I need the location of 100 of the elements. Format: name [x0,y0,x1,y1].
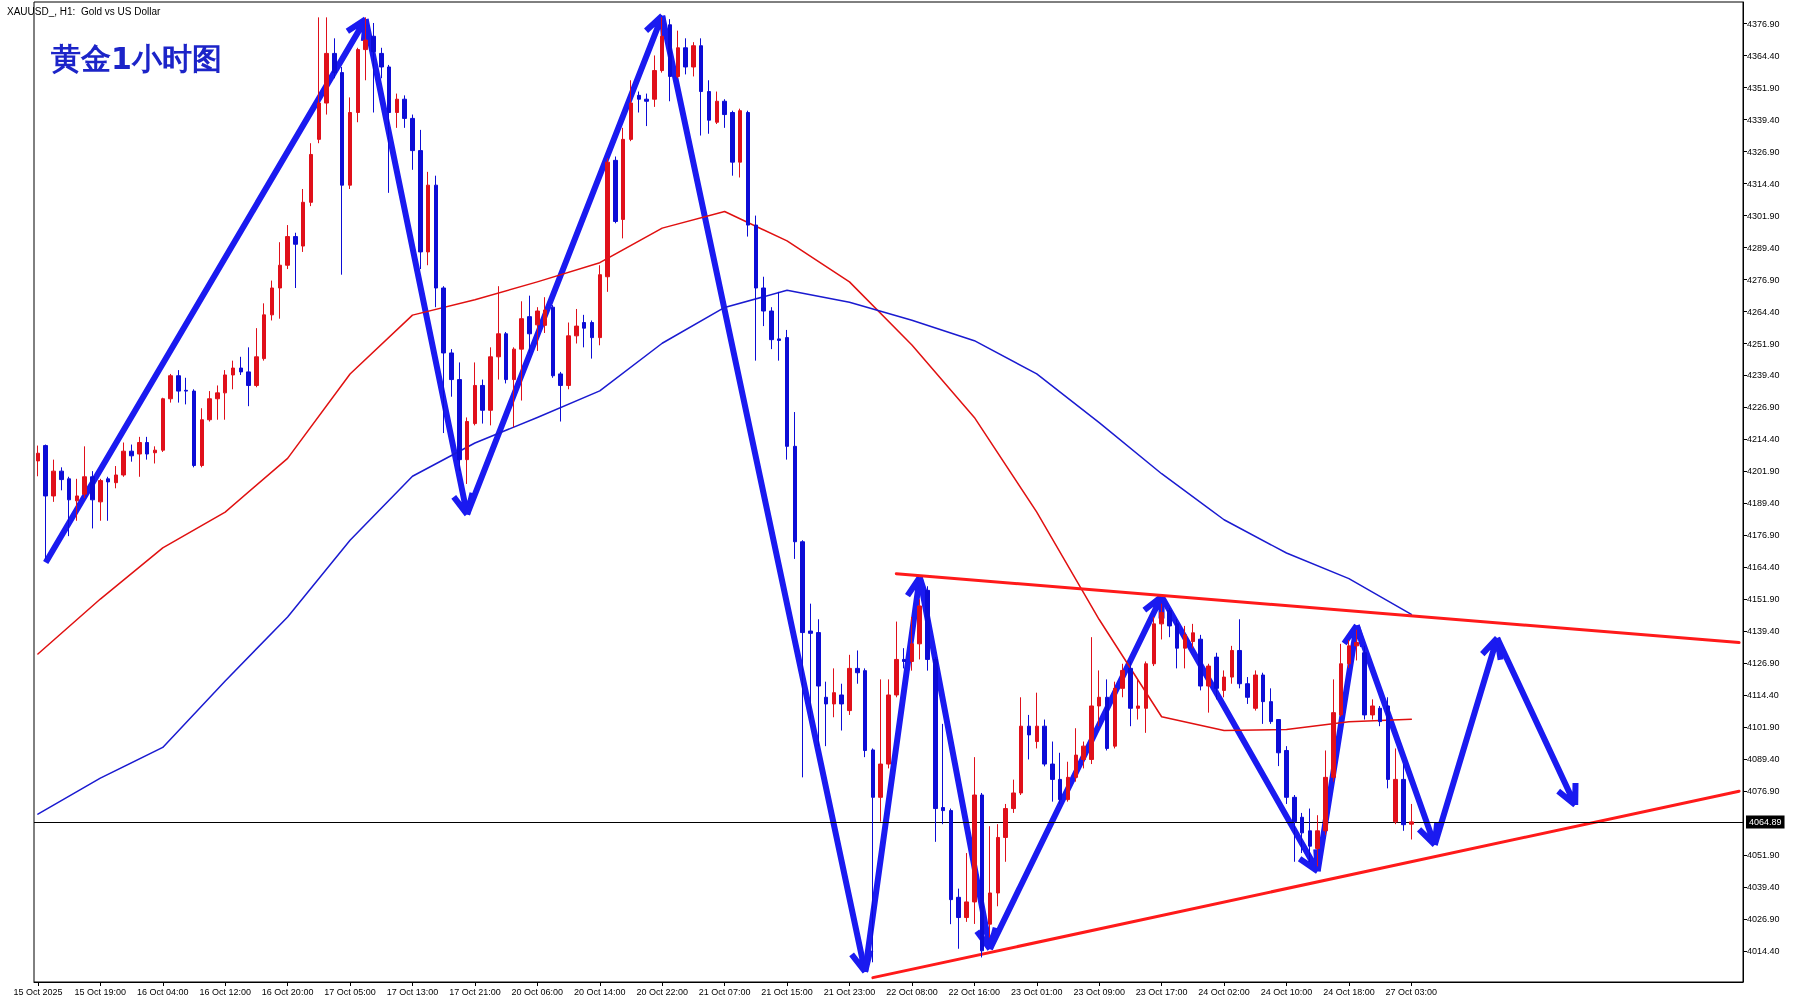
candlestick [1120,663,1125,698]
y-tick-label: 4314.40 [1747,178,1780,189]
candlestick [293,232,298,289]
candlestick [949,808,953,925]
candlestick [839,683,844,732]
candlestick [1042,719,1047,767]
candlestick [1347,639,1351,669]
y-tick-label: 4201.90 [1747,466,1780,477]
candlestick [886,678,891,769]
candlestick [137,436,142,478]
candlestick [371,22,376,114]
candlestick [715,91,719,125]
candlestick [1159,603,1164,640]
x-tick-label: 17 Oct 05:00 [324,986,376,997]
y-tick-label: 4214.40 [1747,434,1780,445]
candlestick [785,329,789,461]
x-tick-label: 17 Oct 13:00 [386,986,439,997]
candlestick [996,823,1000,907]
candlestick [1378,705,1382,727]
candlestick [1105,678,1109,751]
candlestick [863,667,867,758]
candlestick [980,792,984,958]
candlestick [246,346,251,407]
candlestick [699,37,703,137]
candlestick [1089,636,1094,765]
y-tick-label: 4151.90 [1747,594,1780,605]
candlestick [746,110,750,238]
candlestick [566,322,571,390]
y-tick-label: 4276.90 [1747,274,1780,285]
candlestick [1097,669,1101,727]
candlestick [270,280,274,321]
x-tick-label: 15 Oct 19:00 [74,986,127,997]
candlestick [972,756,977,925]
candlestick [90,470,95,529]
y-tick-label: 4026.90 [1747,914,1780,925]
candlestick [629,79,633,142]
candlestick [527,295,532,354]
candlestick [426,171,430,266]
candlestick [1050,741,1055,803]
x-tick-label: 21 Oct 15:00 [761,986,813,997]
candlestick [668,18,672,102]
candlestick [106,476,110,522]
candlestick [1401,763,1406,832]
candlestick [574,308,579,344]
candlestick [1191,623,1195,649]
candlestick [676,30,680,79]
candlestick [1276,719,1281,767]
candlestick [1300,812,1304,854]
candlestick [964,852,969,923]
candlestick [324,16,329,116]
candlestick [1003,803,1008,863]
y-tick-label: 4189.40 [1747,498,1780,509]
x-tick-label: 16 Oct 12:00 [199,986,251,997]
candlestick [496,285,501,381]
candlestick [363,16,368,81]
candlestick [184,377,188,405]
candlestick [309,142,313,207]
candlestick [691,41,696,77]
candlestick [223,369,227,421]
x-tick-label: 24 Oct 02:00 [1198,986,1250,997]
candlestick [192,388,196,468]
candlestick [558,371,563,423]
candlestick [660,16,664,74]
x-tick-label: 16 Oct 20:00 [261,986,314,997]
candlestick [582,314,586,348]
candlestick [722,98,727,129]
candlestick [683,37,688,75]
y-tick-label: 4326.90 [1747,146,1780,157]
candlestick [1167,607,1172,638]
x-tick-label: 21 Oct 23:00 [823,986,876,997]
x-tick-label: 27 Oct 03:00 [1385,986,1438,997]
candlestick [1393,747,1398,825]
candlestick [215,384,220,421]
y-tick-label: 4301.90 [1747,210,1780,221]
x-tick-label: 20 Oct 06:00 [511,986,564,997]
y-tick-label: 4126.90 [1747,658,1780,669]
candlestick [98,478,103,522]
y-tick-label: 4239.40 [1747,370,1780,381]
candlestick [43,444,48,560]
candlestick [387,64,391,194]
y-tick-label: 4364.40 [1747,50,1780,61]
candlestick [161,397,165,453]
candlestick [1222,669,1226,698]
candlestick [301,188,305,253]
candlestick [285,224,290,270]
candlestick [910,616,914,672]
y-tick-label: 4251.90 [1747,338,1780,349]
candlestick [145,436,149,461]
candlestick [59,466,64,491]
candlestick [379,47,384,79]
candlestick [637,91,641,114]
candlestick [707,79,711,135]
x-tick-label: 16 Oct 04:00 [136,986,189,997]
candlestick [754,215,758,362]
x-tick-label: 24 Oct 10:00 [1260,986,1313,997]
line-series [37,289,1413,815]
candlestick [652,54,657,108]
x-tick-label: 23 Oct 01:00 [1011,986,1063,997]
candlestick [824,681,828,747]
candlestick [410,114,415,171]
